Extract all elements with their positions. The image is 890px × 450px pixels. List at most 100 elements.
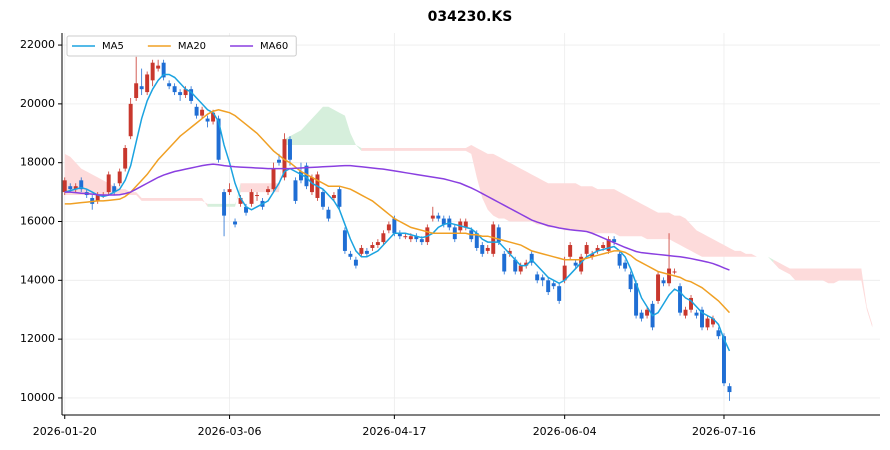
candle-body [562, 265, 567, 281]
candle-body [645, 309, 650, 316]
legend: MA5 MA20 MA60 [66, 35, 297, 57]
candle-body [540, 277, 545, 281]
candle-body [551, 283, 556, 287]
candle-body [579, 256, 584, 272]
cloud [64, 153, 208, 207]
candle-body [326, 209, 331, 219]
candle-body [623, 262, 628, 269]
candle-body [397, 233, 402, 237]
legend-box [66, 35, 297, 57]
candle-body [172, 86, 177, 93]
y-tick-label: 16000 [20, 215, 55, 228]
candle-body [337, 189, 342, 207]
candle-body [430, 215, 435, 219]
candle-body [68, 186, 73, 190]
candle-body [364, 250, 369, 254]
candle-body [106, 174, 111, 193]
candle-body [233, 221, 238, 225]
candle-body [573, 262, 578, 266]
candle-body [711, 318, 715, 325]
candle-body [672, 271, 677, 273]
candle-body [705, 318, 710, 328]
candle-body [392, 218, 397, 234]
candle-body [205, 118, 210, 122]
candle-body [584, 245, 589, 254]
candle-body [298, 171, 303, 181]
candle-body [617, 253, 622, 266]
candle-body [227, 189, 232, 193]
candle-body [79, 180, 84, 190]
candle-body [183, 89, 188, 96]
ma-line [64, 108, 731, 314]
candle-body [161, 62, 166, 78]
candle-body [463, 221, 468, 228]
x-tick-label: 2026-04-17 [362, 425, 426, 438]
candle-body [480, 245, 485, 254]
candle-body [249, 192, 254, 204]
candle-body [535, 274, 540, 281]
candle-body [419, 239, 424, 243]
candle-body [474, 233, 479, 248]
candle-body [601, 245, 606, 248]
y-tick-label: 14000 [20, 273, 55, 286]
candle-body [123, 147, 128, 169]
candle-body [353, 259, 358, 266]
candle-body [271, 168, 276, 190]
candle-body [694, 312, 699, 316]
candle-body [359, 247, 364, 254]
candle-body [557, 286, 562, 301]
candle-body [634, 283, 639, 316]
candle-body [386, 224, 391, 231]
y-tick-label: 20000 [20, 97, 55, 110]
candle-body [320, 192, 325, 207]
candle-body [502, 253, 507, 272]
candle-body [485, 247, 490, 251]
candle-body [403, 236, 408, 238]
candle-body [628, 274, 633, 290]
cloud [773, 259, 873, 328]
legend-label: MA60 [260, 41, 288, 52]
candle-body [408, 236, 413, 240]
candle-body [189, 89, 194, 101]
candle-body [216, 118, 221, 160]
candle-body [331, 195, 336, 198]
candle-body [244, 206, 249, 213]
candle-body [222, 192, 227, 216]
candle-body [145, 74, 150, 93]
cloud [361, 145, 757, 257]
candle-body [716, 330, 721, 337]
candle-body [112, 186, 117, 193]
candle-body [491, 224, 496, 254]
candle-body [689, 297, 693, 310]
candle-body [595, 247, 600, 251]
candle-body [656, 274, 661, 301]
candle-body [524, 262, 529, 266]
candle-body [238, 197, 243, 204]
candle-body [139, 86, 144, 90]
candle-body [128, 103, 133, 137]
y-tick-label: 10000 [20, 391, 55, 404]
legend-label: MA20 [178, 41, 206, 52]
legend-label: MA5 [102, 41, 124, 52]
candle-body [255, 195, 260, 197]
candle-body [62, 180, 67, 193]
cloud [207, 183, 241, 207]
candle-body [309, 177, 314, 193]
candle-body [304, 165, 309, 187]
candle-body [700, 309, 704, 328]
candle-body [342, 230, 347, 251]
chart-title: 034230.KS [428, 9, 513, 25]
candle-body [200, 109, 205, 116]
candle-body [150, 62, 155, 81]
candle-body [134, 83, 139, 98]
y-tick-label: 22000 [20, 38, 55, 51]
candle-body [513, 259, 518, 272]
candle-body [156, 65, 161, 69]
ma-line [64, 163, 730, 271]
candle-body [167, 83, 172, 87]
candle-body [73, 186, 78, 190]
cloud [240, 139, 285, 193]
candle-body [211, 112, 216, 122]
candle-body [194, 106, 199, 116]
